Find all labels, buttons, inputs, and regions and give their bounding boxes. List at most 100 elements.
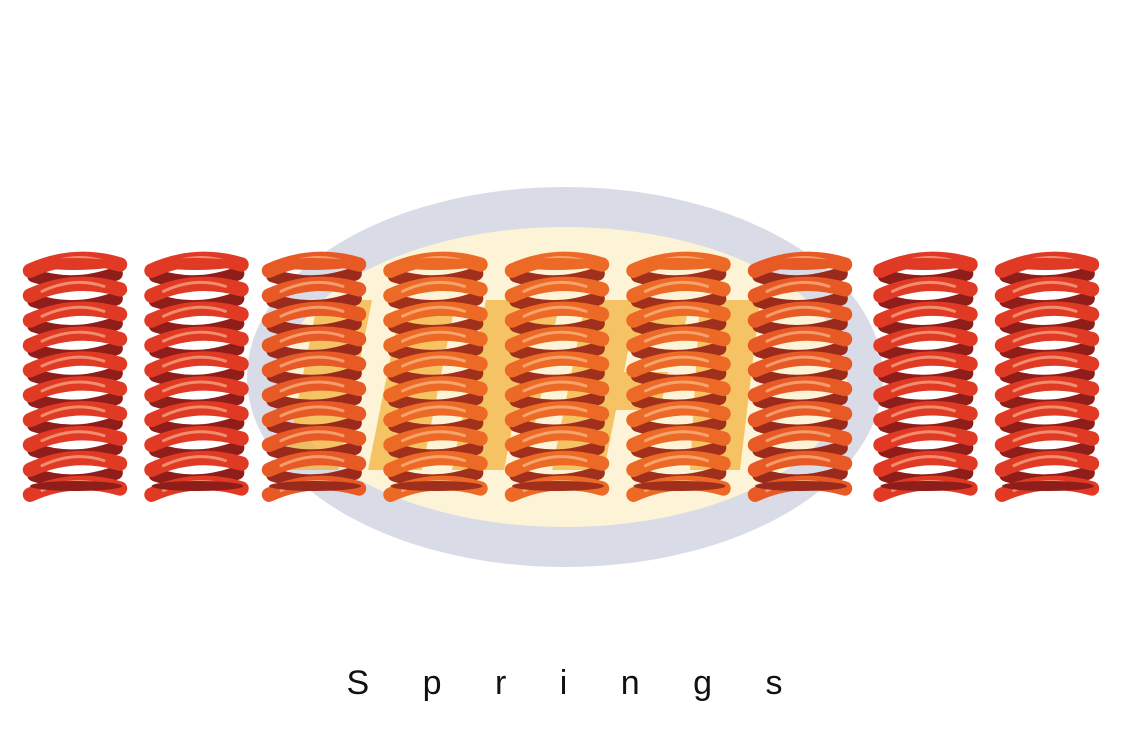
spring-coil bbox=[747, 401, 853, 428]
spring-coil bbox=[747, 376, 853, 403]
spring-coil-highlight bbox=[765, 280, 831, 293]
spring-bottom-ring bbox=[30, 481, 122, 491]
spring-top-ring bbox=[151, 258, 240, 270]
spring-coil-highlight bbox=[891, 430, 956, 443]
spring-coil-highlight bbox=[279, 355, 345, 368]
spring-coil-highlight bbox=[765, 330, 831, 343]
spring-coil bbox=[994, 276, 1100, 303]
spring-coil-highlight bbox=[644, 330, 709, 343]
spring-coil-highlight bbox=[162, 430, 227, 443]
spring-coil-highlight bbox=[1012, 380, 1078, 393]
spring-coil-highlight bbox=[644, 305, 709, 318]
spring-coil-highlight bbox=[162, 405, 227, 418]
spring-coil bbox=[144, 301, 249, 328]
spring-coil bbox=[144, 351, 249, 378]
spring bbox=[747, 251, 853, 502]
spring-coil bbox=[504, 351, 610, 378]
spring-coil-highlight bbox=[279, 330, 345, 343]
spring-coil-highlight bbox=[522, 430, 588, 443]
spring-coil-highlight bbox=[522, 330, 588, 343]
spring-coil-highlight bbox=[891, 330, 956, 343]
spring-coil bbox=[747, 301, 853, 328]
spring-coil bbox=[626, 301, 731, 328]
spring-coil-highlight bbox=[522, 305, 588, 318]
spring-top-ring bbox=[269, 258, 357, 270]
spring-coil bbox=[994, 326, 1100, 353]
spring-coil-highlight bbox=[891, 355, 956, 368]
spring-coil bbox=[383, 276, 488, 303]
spring-coil bbox=[626, 351, 731, 378]
spring-coil bbox=[261, 351, 367, 378]
spring-coil bbox=[144, 401, 249, 428]
spring-coil-highlight bbox=[40, 455, 106, 468]
spring-coil bbox=[22, 376, 128, 403]
spring-coil bbox=[994, 351, 1100, 378]
spring-coil-highlight bbox=[401, 355, 466, 368]
spring-coil bbox=[747, 425, 853, 453]
spring-coil bbox=[383, 301, 488, 328]
spring-coil-highlight bbox=[162, 380, 227, 393]
spring-coil bbox=[144, 326, 249, 353]
spring-coil bbox=[747, 351, 853, 378]
spring-coil bbox=[504, 326, 610, 353]
spring-coil bbox=[22, 425, 128, 453]
spring-coil bbox=[383, 425, 488, 453]
spring-coil bbox=[626, 376, 731, 403]
spring-coil bbox=[22, 301, 128, 328]
spring-coil-highlight bbox=[40, 430, 106, 443]
spring-coil bbox=[747, 326, 853, 353]
spring-coil-highlight bbox=[40, 380, 106, 393]
spring-coil-highlight bbox=[522, 380, 588, 393]
spring-top-ring bbox=[1002, 258, 1090, 270]
spring-bottom-ring bbox=[512, 481, 604, 491]
spring-coil bbox=[873, 425, 978, 453]
spring-coil bbox=[261, 376, 367, 403]
spring-coil-highlight bbox=[1012, 280, 1078, 293]
spring-coil bbox=[22, 351, 128, 378]
spring-coil-highlight bbox=[765, 380, 831, 393]
spring-coil-highlight bbox=[279, 380, 345, 393]
spring-coil-highlight bbox=[279, 280, 345, 293]
spring-coil bbox=[504, 450, 610, 478]
spring-coil bbox=[873, 326, 978, 353]
spring-coil-highlight bbox=[891, 305, 956, 318]
spring-coil bbox=[626, 450, 731, 478]
spring-coil-highlight bbox=[891, 280, 956, 293]
spring-coil-highlight bbox=[644, 430, 709, 443]
spring-coil-highlight bbox=[162, 330, 227, 343]
spring-top-ring bbox=[880, 258, 969, 270]
spring-coil bbox=[504, 401, 610, 428]
spring-coil-highlight bbox=[1012, 455, 1078, 468]
spring-bottom-ring bbox=[755, 481, 847, 491]
spring-coil bbox=[144, 450, 249, 478]
spring-coil-highlight bbox=[891, 405, 956, 418]
spring-coil bbox=[873, 450, 978, 478]
spring-coil-highlight bbox=[644, 280, 709, 293]
spring-bottom-ring bbox=[269, 481, 361, 491]
spring-coil-highlight bbox=[1012, 430, 1078, 443]
spring-top-ring bbox=[512, 258, 600, 270]
spring-coil-highlight bbox=[401, 430, 466, 443]
spring-coil-highlight bbox=[40, 355, 106, 368]
spring-coil-highlight bbox=[401, 280, 466, 293]
spring-coil bbox=[994, 301, 1100, 328]
spring-coil-highlight bbox=[1012, 355, 1078, 368]
spring-coil bbox=[504, 276, 610, 303]
spring-coil-highlight bbox=[644, 405, 709, 418]
spring-coil bbox=[261, 450, 367, 478]
spring-coil-highlight bbox=[40, 405, 106, 418]
spring-coil bbox=[504, 301, 610, 328]
spring bbox=[383, 251, 488, 502]
spring-coil-highlight bbox=[401, 330, 466, 343]
spring bbox=[994, 251, 1100, 502]
spring-coil bbox=[261, 401, 367, 428]
spring-coil bbox=[747, 450, 853, 478]
springs-row bbox=[22, 251, 1100, 502]
spring-coil-highlight bbox=[279, 305, 345, 318]
spring-coil bbox=[383, 376, 488, 403]
spring-coil-highlight bbox=[765, 455, 831, 468]
spring-coil-highlight bbox=[522, 280, 588, 293]
spring-coil bbox=[261, 425, 367, 453]
spring-coil bbox=[626, 326, 731, 353]
